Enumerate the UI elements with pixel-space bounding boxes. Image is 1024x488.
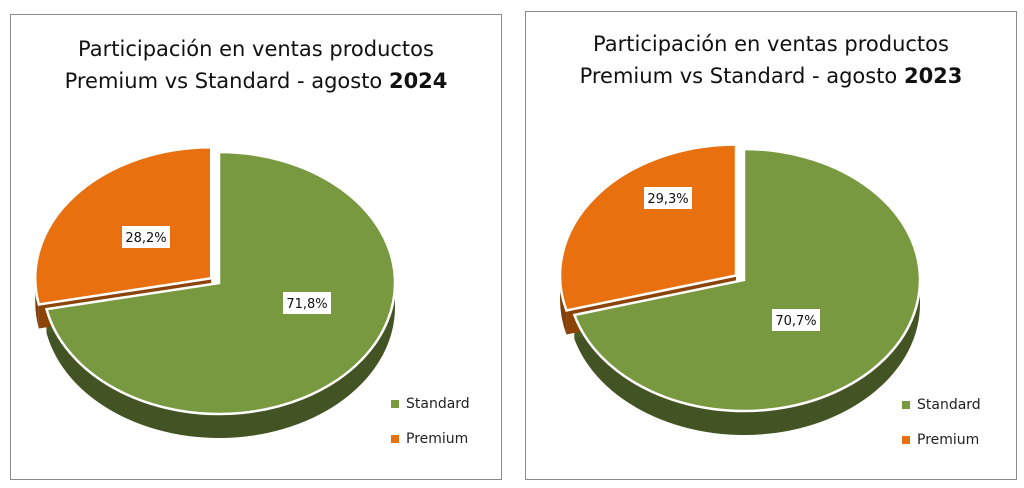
data-label-premium: 29,3% [644, 187, 692, 209]
chart-title-line2: Premium vs Standard - agosto 2024 [11, 65, 501, 97]
legend-swatch-standard [902, 401, 910, 409]
chart-title-year: 2024 [388, 69, 448, 93]
chart-title-prefix: Premium vs Standard - agosto [579, 64, 904, 88]
legend-label-standard: Standard [406, 396, 470, 412]
data-label-standard: 70,7% [772, 309, 820, 331]
pie-slice-standard [572, 147, 922, 413]
chart-legend: Standard Premium [391, 395, 470, 465]
svg-text:70,7%: 70,7% [775, 314, 816, 329]
data-label-premium: 28,2% [122, 226, 170, 248]
chart-title-line2: Premium vs Standard - agosto 2023 [526, 60, 1016, 92]
svg-text:28,2%: 28,2% [125, 231, 166, 246]
pie-chart-2023: 70,7% 29,3% [558, 143, 922, 435]
data-label-standard: 71,8% [283, 292, 331, 314]
chart-title-line1: Participación en ventas productos [593, 32, 949, 56]
svg-text:29,3%: 29,3% [647, 192, 688, 207]
legend-label-premium: Premium [917, 432, 980, 448]
chart-panel-2023: Participación en ventas productos Premiu… [525, 11, 1017, 480]
chart-legend: Standard Premium [902, 396, 981, 466]
svg-text:71,8%: 71,8% [286, 297, 327, 312]
pie-slice-premium [558, 143, 738, 312]
legend-label-standard: Standard [917, 397, 981, 413]
legend-swatch-premium [902, 436, 910, 444]
chart-title: Participación en ventas productos Premiu… [526, 28, 1016, 92]
chart-title-year: 2023 [903, 64, 963, 88]
pie-chart-2024: 71,8% 28,2% [34, 146, 397, 438]
legend-item-standard: Standard [391, 395, 470, 413]
pie-slice-premium [34, 146, 213, 306]
legend-item-premium: Premium [902, 431, 981, 449]
legend-swatch-standard [391, 400, 399, 408]
legend-item-standard: Standard [902, 396, 981, 414]
chart-title-line1: Participación en ventas productos [78, 37, 434, 61]
legend-label-premium: Premium [406, 431, 469, 447]
legend-swatch-premium [391, 435, 399, 443]
chart-title: Participación en ventas productos Premiu… [11, 33, 501, 97]
legend-item-premium: Premium [391, 430, 470, 448]
pie-slice-standard [44, 150, 397, 416]
chart-panel-2024: Participación en ventas productos Premiu… [10, 14, 502, 480]
chart-title-prefix: Premium vs Standard - agosto [64, 69, 389, 93]
